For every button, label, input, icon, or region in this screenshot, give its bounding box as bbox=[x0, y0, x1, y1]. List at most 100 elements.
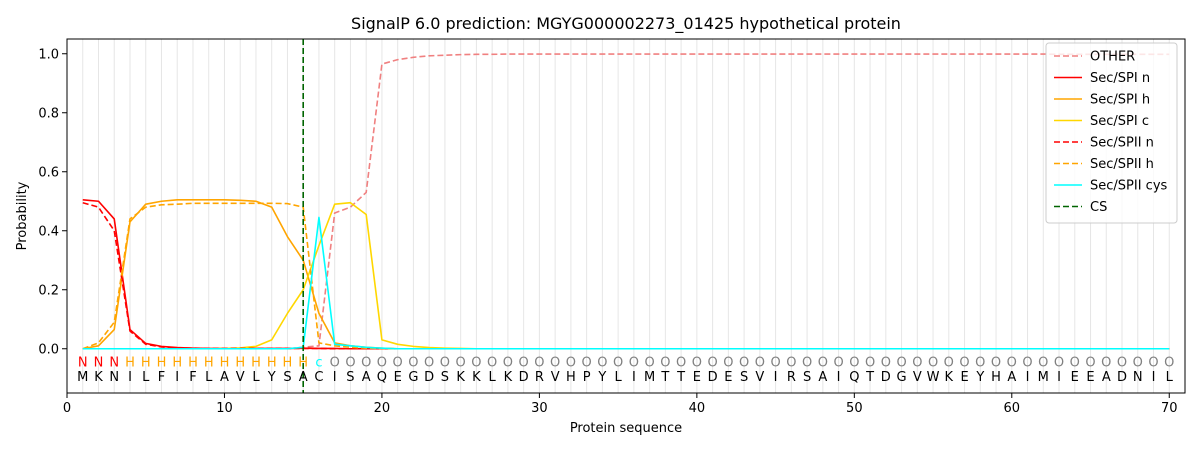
annotation-letter: H bbox=[298, 355, 308, 370]
plot-frame bbox=[66, 38, 1186, 394]
y-tick-label: 0.0 bbox=[38, 342, 59, 357]
sequence-letter: P bbox=[583, 370, 591, 385]
sequence-letter: I bbox=[333, 370, 337, 385]
sequence-letter: S bbox=[740, 370, 748, 385]
y-tick-label: 0.2 bbox=[38, 283, 59, 298]
sequence-letter: D bbox=[881, 370, 891, 385]
sequence-letter: E bbox=[394, 370, 402, 385]
annotation-letter: O bbox=[597, 355, 607, 370]
sequence-letter: F bbox=[158, 370, 165, 385]
annotation-letter: O bbox=[959, 355, 969, 370]
annotation-letter: O bbox=[770, 355, 780, 370]
annotation-letter: O bbox=[1038, 355, 1048, 370]
legend-label: OTHER bbox=[1090, 50, 1135, 65]
sequence-letter: V bbox=[913, 370, 922, 385]
annotation-letter: O bbox=[1054, 355, 1064, 370]
sequence-letter: K bbox=[456, 370, 465, 385]
sequence-letter: G bbox=[408, 370, 418, 385]
sequence-letter: M bbox=[644, 370, 655, 385]
annotation-letter: O bbox=[629, 355, 639, 370]
sequence-letter: K bbox=[945, 370, 954, 385]
annotation-letter: O bbox=[393, 355, 403, 370]
annotation-letter: O bbox=[802, 355, 812, 370]
sequence-letter: I bbox=[1152, 370, 1156, 385]
sequence-letter: I bbox=[175, 370, 179, 385]
annotation-letter: O bbox=[723, 355, 733, 370]
x-tick-label: 70 bbox=[1161, 401, 1178, 416]
annotation-letter: O bbox=[755, 355, 765, 370]
sequence-letter: F bbox=[189, 370, 196, 385]
x-tick-label: 50 bbox=[846, 401, 863, 416]
sequence-letter: V bbox=[236, 370, 245, 385]
legend: OTHER Sec/SPI n Sec/SPI h Sec/SPI c Sec/SPII… bbox=[1045, 42, 1178, 224]
annotation-letter: O bbox=[1148, 355, 1158, 370]
sequence-letter: K bbox=[94, 370, 103, 385]
x-axis-label: Protein sequence bbox=[570, 421, 682, 436]
sequence-letter: M bbox=[77, 370, 88, 385]
sequence-letter: T bbox=[676, 370, 685, 385]
sequence-letter: V bbox=[551, 370, 560, 385]
sequence-letter: E bbox=[1086, 370, 1094, 385]
annotation-letter: O bbox=[896, 355, 906, 370]
legend-label: Sec/SPII n bbox=[1090, 136, 1154, 151]
annotation-letter: H bbox=[283, 355, 293, 370]
annotation-letter: O bbox=[440, 355, 450, 370]
annotation-letter: H bbox=[157, 355, 167, 370]
sequence-letter: W bbox=[927, 370, 940, 385]
sequence-letter: S bbox=[441, 370, 449, 385]
sequence-letter: Q bbox=[377, 370, 387, 385]
sequence-letter: I bbox=[1026, 370, 1030, 385]
sequence-letter: R bbox=[787, 370, 796, 385]
sequence-letter: T bbox=[865, 370, 874, 385]
annotation-letter: N bbox=[78, 355, 88, 370]
x-tick-label: 60 bbox=[1004, 401, 1021, 416]
annotation-letter: O bbox=[456, 355, 466, 370]
sequence-letter: S bbox=[283, 370, 291, 385]
x-axis-ticks: 0 10 20 30 40 50 60 70 bbox=[63, 393, 1178, 416]
annotation-letter: O bbox=[1022, 355, 1032, 370]
annotation-letter: O bbox=[944, 355, 954, 370]
legend-label: Sec/SPII cys bbox=[1090, 179, 1168, 194]
annotation-letter: O bbox=[849, 355, 859, 370]
annotation-letter: O bbox=[408, 355, 418, 370]
annotation-letter: O bbox=[330, 355, 340, 370]
annotation-letter: H bbox=[172, 355, 182, 370]
sequence-letter: I bbox=[1057, 370, 1061, 385]
series-line-6 bbox=[82, 216, 1170, 350]
annotation-letter: O bbox=[424, 355, 434, 370]
sequence-letter: G bbox=[897, 370, 907, 385]
sequence-letter: Q bbox=[849, 370, 859, 385]
annotation-letter: O bbox=[487, 355, 497, 370]
sequence-letter: D bbox=[424, 370, 434, 385]
annotation-letter: O bbox=[739, 355, 749, 370]
sequence-letter: E bbox=[960, 370, 968, 385]
series-line-2 bbox=[82, 198, 1170, 350]
annotation-letter: O bbox=[865, 355, 875, 370]
chart-title: SignalP 6.0 prediction: MGYG000002273_01… bbox=[351, 14, 901, 34]
annotation-letter: O bbox=[818, 355, 828, 370]
sequence-letter: N bbox=[109, 370, 119, 385]
annotation-letter: H bbox=[267, 355, 277, 370]
annotation-letter: O bbox=[1164, 355, 1174, 370]
y-tick-label: 1.0 bbox=[38, 47, 59, 62]
annotation-letter: c bbox=[315, 355, 322, 370]
sequence-letter: K bbox=[504, 370, 513, 385]
sequence-letter: K bbox=[472, 370, 481, 385]
annotation-letter: O bbox=[377, 355, 387, 370]
annotation-letter: O bbox=[471, 355, 481, 370]
annotation-letter: O bbox=[928, 355, 938, 370]
sequence-letter: M bbox=[1038, 370, 1049, 385]
y-tick-label: 0.6 bbox=[38, 165, 59, 180]
sequence-letter: E bbox=[1071, 370, 1079, 385]
annotation-letter: O bbox=[645, 355, 655, 370]
annotation-letter: O bbox=[361, 355, 371, 370]
annotation-letter: O bbox=[1007, 355, 1017, 370]
annotation-letter: O bbox=[692, 355, 702, 370]
annotation-letter: H bbox=[188, 355, 198, 370]
sequence-letter: Y bbox=[267, 370, 276, 385]
annotation-letter: H bbox=[220, 355, 230, 370]
y-axis-label: Probability bbox=[15, 181, 30, 250]
annotation-letter: H bbox=[125, 355, 135, 370]
